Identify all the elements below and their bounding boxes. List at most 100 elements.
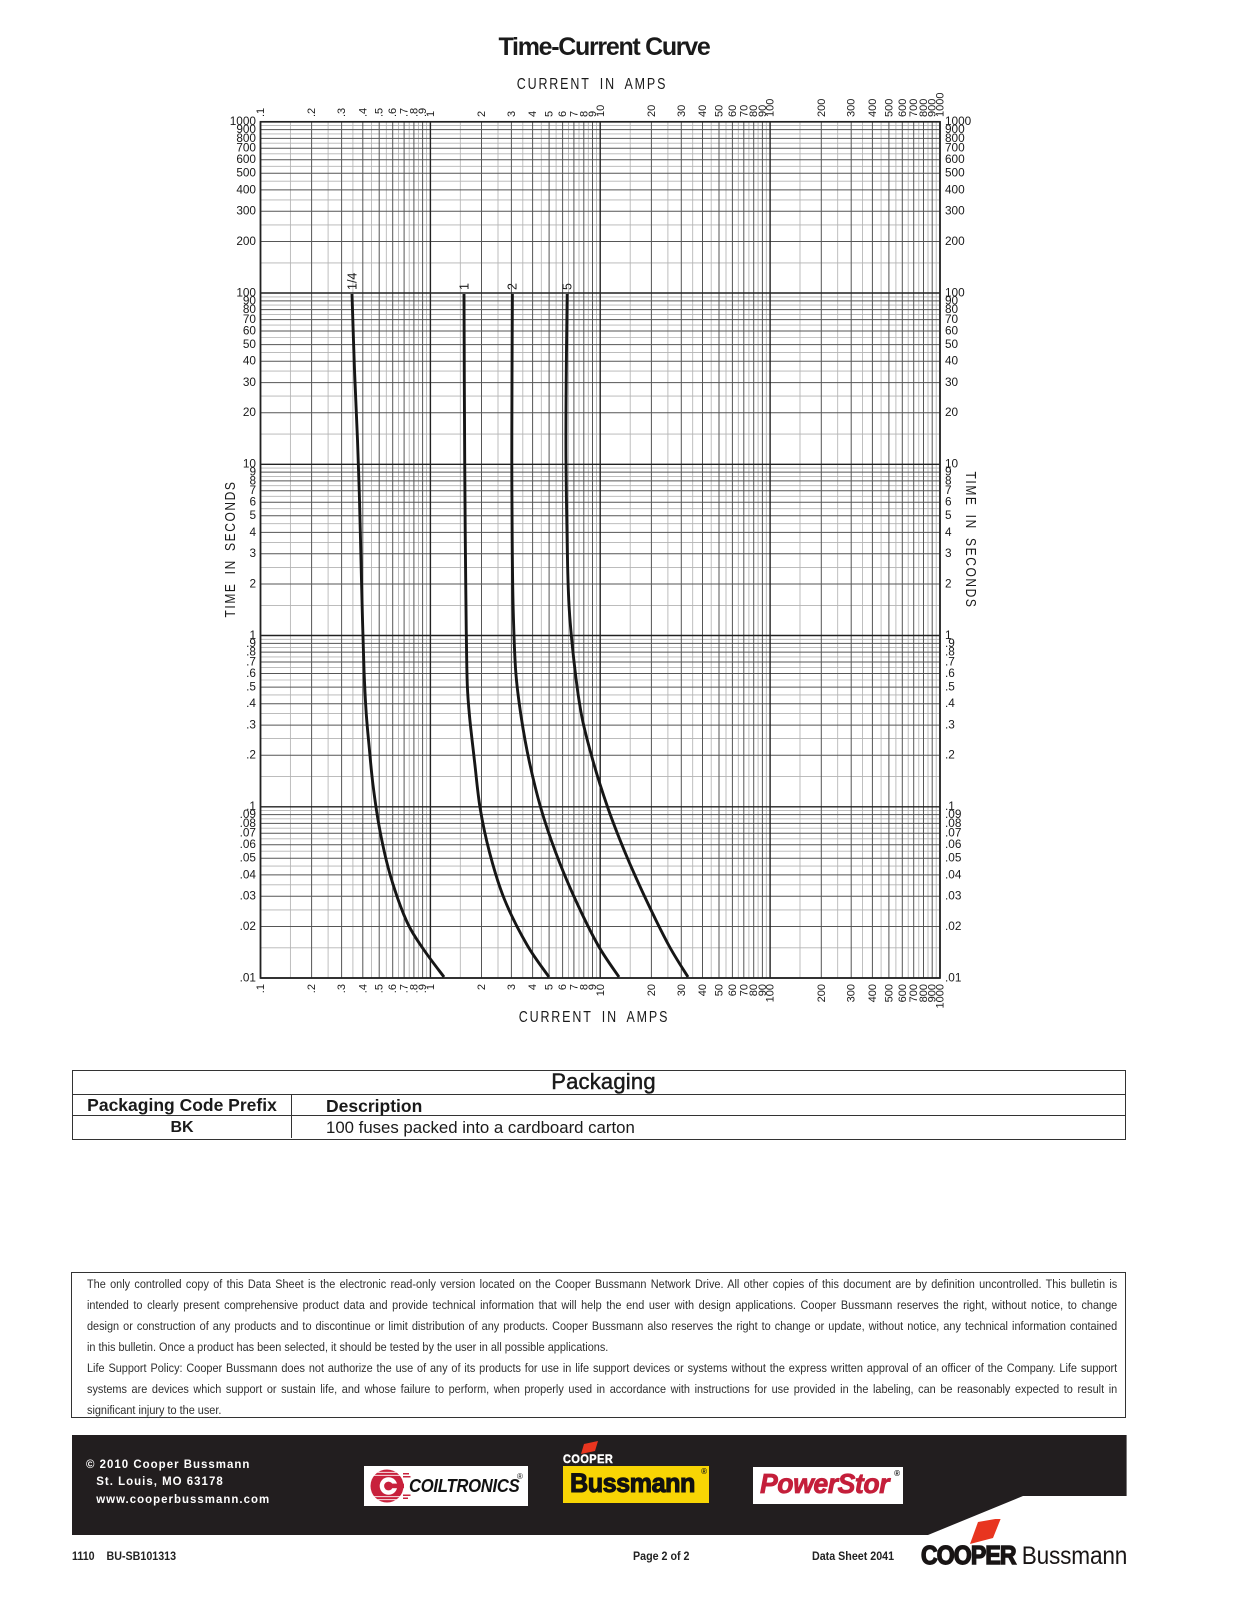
svg-text:10: 10: [243, 457, 257, 471]
svg-text:.4: .4: [357, 984, 369, 993]
svg-text:8: 8: [578, 111, 590, 117]
svg-text:7: 7: [568, 111, 580, 117]
svg-text:700: 700: [236, 141, 256, 155]
svg-text:1000: 1000: [935, 984, 947, 1008]
svg-text:9: 9: [587, 984, 599, 990]
svg-text:100: 100: [236, 285, 256, 299]
svg-text:500: 500: [945, 166, 965, 180]
svg-text:500: 500: [883, 984, 895, 1002]
svg-text:.8: .8: [945, 645, 955, 659]
svg-text:.02: .02: [240, 919, 256, 933]
svg-text:60: 60: [945, 323, 959, 337]
svg-text:900: 900: [236, 122, 256, 136]
svg-text:9: 9: [945, 465, 952, 479]
svg-text:400: 400: [945, 182, 965, 196]
svg-text:.7: .7: [399, 108, 411, 117]
svg-text:.1: .1: [246, 799, 256, 813]
svg-text:3: 3: [506, 111, 518, 117]
svg-text:900: 900: [945, 122, 965, 136]
svg-text:20: 20: [243, 405, 257, 419]
svg-text:600: 600: [945, 152, 965, 166]
svg-text:5: 5: [945, 508, 952, 522]
svg-text:.5: .5: [945, 680, 955, 694]
svg-text:.03: .03: [945, 889, 962, 903]
svg-text:7: 7: [249, 483, 256, 497]
svg-text:500: 500: [883, 99, 895, 117]
svg-text:.7: .7: [246, 654, 256, 668]
svg-text:50: 50: [243, 337, 257, 351]
svg-text:.2: .2: [246, 748, 256, 762]
svg-text:.4: .4: [246, 696, 256, 710]
svg-text:8: 8: [249, 473, 256, 487]
svg-text:5: 5: [544, 111, 556, 117]
svg-text:40: 40: [697, 984, 709, 996]
svg-text:.06: .06: [945, 837, 962, 851]
svg-text:800: 800: [945, 131, 965, 145]
svg-text:20: 20: [945, 405, 959, 419]
svg-text:2: 2: [476, 984, 488, 990]
svg-text:600: 600: [897, 984, 909, 1002]
svg-text:6: 6: [557, 984, 569, 990]
svg-text:600: 600: [236, 152, 256, 166]
svg-text:1000: 1000: [945, 114, 972, 128]
svg-text:1000: 1000: [935, 93, 947, 117]
svg-text:70: 70: [945, 312, 959, 326]
svg-text:.01: .01: [945, 970, 961, 984]
svg-text:7: 7: [945, 483, 952, 497]
svg-text:Time-Current Curve: Time-Current Curve: [499, 33, 711, 61]
svg-text:6: 6: [557, 111, 569, 117]
svg-text:7: 7: [568, 984, 580, 990]
svg-text:200: 200: [816, 99, 828, 117]
svg-text:2: 2: [506, 283, 520, 290]
svg-text:700: 700: [908, 99, 920, 117]
svg-text:8: 8: [945, 473, 952, 487]
svg-text:.5: .5: [374, 984, 386, 993]
svg-text:TIME IN SECONDS: TIME IN SECONDS: [222, 480, 239, 617]
svg-text:.03: .03: [240, 889, 257, 903]
svg-text:.2: .2: [306, 108, 318, 117]
svg-text:40: 40: [243, 354, 257, 368]
svg-text:50: 50: [714, 984, 726, 996]
svg-text:.6: .6: [246, 666, 256, 680]
svg-text:.2: .2: [306, 984, 318, 993]
svg-text:600: 600: [897, 99, 909, 117]
svg-text:30: 30: [676, 105, 688, 117]
svg-text:.8: .8: [246, 645, 256, 659]
svg-text:200: 200: [816, 984, 828, 1002]
svg-text:80: 80: [748, 105, 760, 117]
svg-text:30: 30: [676, 984, 688, 996]
svg-text:.4: .4: [357, 108, 369, 117]
svg-text:.8: .8: [408, 108, 420, 117]
svg-text:1/4: 1/4: [345, 273, 359, 290]
svg-text:.01: .01: [240, 970, 256, 984]
svg-text:500: 500: [236, 166, 256, 180]
svg-text:50: 50: [714, 105, 726, 117]
svg-text:1: 1: [425, 111, 437, 117]
svg-text:90: 90: [757, 984, 769, 996]
svg-text:30: 30: [243, 375, 257, 389]
svg-text:.9: .9: [945, 636, 955, 650]
svg-text:80: 80: [243, 302, 257, 316]
svg-text:1: 1: [945, 628, 952, 642]
svg-text:80: 80: [748, 984, 760, 996]
svg-text:8: 8: [578, 984, 590, 990]
svg-text:.2: .2: [945, 748, 955, 762]
svg-text:4: 4: [527, 111, 539, 117]
svg-text:700: 700: [908, 984, 920, 1002]
svg-text:.09: .09: [945, 807, 961, 821]
svg-text:40: 40: [697, 105, 709, 117]
svg-text:300: 300: [236, 204, 256, 218]
svg-text:CURRENT IN AMPS: CURRENT IN AMPS: [519, 1009, 670, 1027]
svg-text:4: 4: [249, 525, 256, 539]
svg-text:1: 1: [249, 628, 256, 642]
svg-text:30: 30: [945, 375, 959, 389]
svg-text:2: 2: [249, 576, 256, 590]
svg-text:1: 1: [457, 283, 471, 290]
svg-text:.3: .3: [336, 984, 348, 993]
svg-text:.05: .05: [240, 851, 257, 865]
svg-text:.08: .08: [945, 816, 962, 830]
svg-text:200: 200: [945, 234, 965, 248]
svg-text:.6: .6: [387, 108, 399, 117]
svg-text:4: 4: [945, 525, 952, 539]
svg-text:.02: .02: [945, 919, 961, 933]
